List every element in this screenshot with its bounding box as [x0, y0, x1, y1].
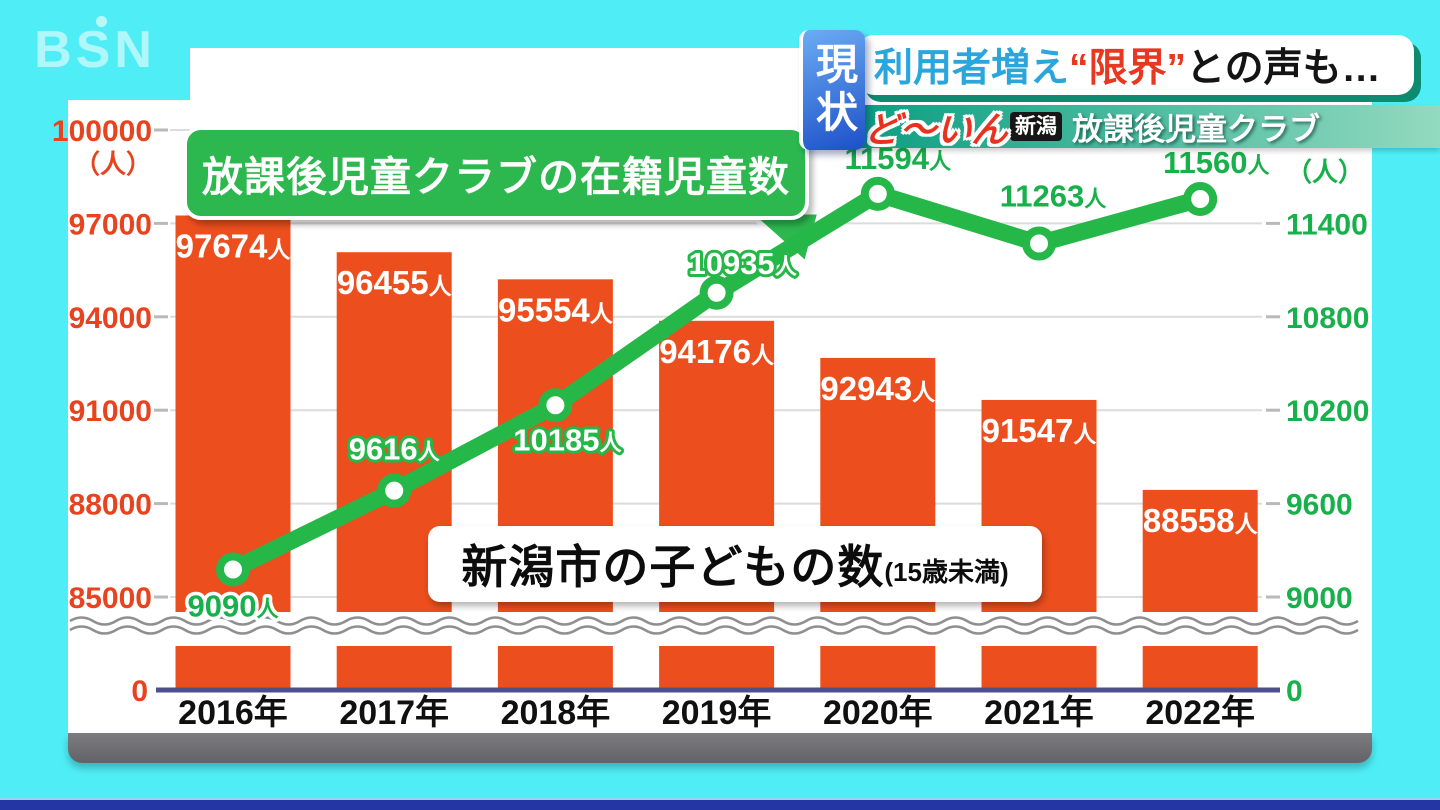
svg-text:9000: 9000	[1286, 582, 1353, 615]
svg-text:2018年: 2018年	[501, 694, 611, 732]
svg-text:97000: 97000	[69, 208, 152, 241]
program-topic: 放課後児童クラブ	[1072, 112, 1321, 147]
bar-series-callout: 新潟市の子どもの数 (15歳未満)	[428, 526, 1042, 602]
program-strip: ど〜いん 新潟 放課後児童クラブ	[850, 105, 1440, 150]
svg-text:（人）: （人）	[1286, 157, 1364, 187]
svg-text:2017年: 2017年	[339, 694, 449, 732]
svg-text:88000: 88000	[69, 489, 152, 522]
svg-text:0: 0	[131, 675, 148, 708]
svg-text:2016年: 2016年	[178, 694, 288, 732]
program-logo-badge: 新潟	[1010, 112, 1063, 141]
svg-text:11263人: 11263人	[1000, 179, 1107, 214]
headline-part3: との声も…	[1186, 47, 1381, 90]
headline-part1: 利用者増え	[874, 47, 1070, 90]
svg-text:100000: 100000	[52, 115, 152, 148]
svg-text:10200: 10200	[1286, 395, 1369, 428]
bottom-edge-strip	[0, 798, 1440, 810]
line-series-callout-label: 放課後児童クラブの在籍児童数	[202, 154, 790, 200]
svg-text:95554人: 95554人	[498, 291, 614, 328]
status-badge: 現状	[799, 30, 865, 150]
svg-text:2021年: 2021年	[984, 694, 1094, 732]
bar-series-callout-main: 新潟市の子どもの数	[461, 541, 885, 593]
svg-text:0: 0	[1286, 675, 1303, 708]
svg-text:2020年: 2020年	[823, 694, 933, 732]
svg-text:11560人: 11560人	[1163, 145, 1270, 180]
line-series-callout: 放課後児童クラブの在籍児童数	[183, 126, 809, 220]
svg-text:85000: 85000	[69, 582, 152, 615]
svg-text:91000: 91000	[69, 395, 152, 428]
bar-series-callout-sub: (15歳未満)	[884, 556, 1009, 587]
broadcaster-logo-block: BSN	[0, 0, 190, 100]
svg-text:2022年: 2022年	[1145, 694, 1255, 732]
headline-banner: 利用者増え “限界” との声も…	[858, 35, 1414, 95]
svg-text:（人）: （人）	[74, 149, 152, 179]
svg-text:94000: 94000	[69, 302, 152, 335]
program-logo: ど〜いん	[862, 108, 1010, 150]
svg-text:10800: 10800	[1286, 302, 1369, 335]
headline-part2: “限界”	[1069, 47, 1187, 90]
svg-text:2019年: 2019年	[662, 694, 772, 732]
svg-text:97674人: 97674人	[176, 228, 292, 265]
svg-text:10185人: 10185人	[513, 422, 621, 457]
bsn-logo: BSN	[34, 16, 156, 79]
svg-text:9600: 9600	[1286, 489, 1353, 522]
bottom-gray-bar	[68, 733, 1372, 763]
svg-text:11400: 11400	[1286, 208, 1368, 241]
